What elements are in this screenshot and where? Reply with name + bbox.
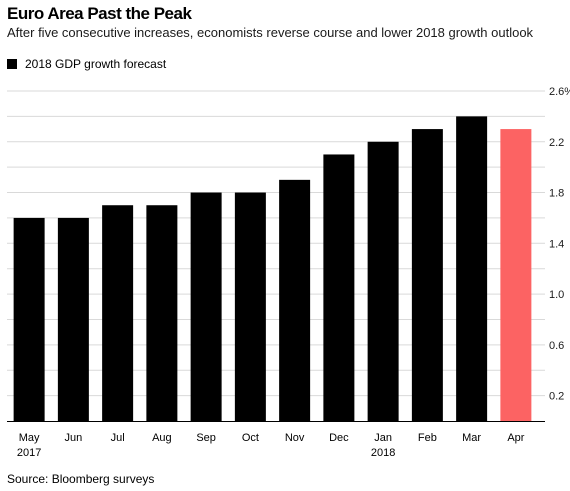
y-tick-label: 1.0 — [549, 289, 564, 301]
axes: 2.6% 2.2 1.8 1.4 1.0 0.6 0.2 May 2017 Jun Jul Aug Se… — [7, 86, 570, 459]
bar-mar — [456, 116, 488, 421]
x-tick-label: Dec — [329, 432, 349, 444]
y-tick-label: 2.2 — [549, 137, 564, 149]
bar-jan — [367, 141, 399, 421]
legend-label: 2018 GDP growth forecast — [25, 57, 167, 71]
x-tick-label: Nov — [285, 432, 305, 444]
chart-title: Euro Area Past the Peak — [7, 4, 192, 23]
x-tick-label: May — [19, 432, 40, 444]
x-tick-label: Oct — [242, 432, 259, 444]
bar-jun — [57, 217, 89, 421]
chart-subtitle: After five consecutive increases, econom… — [7, 25, 534, 40]
bar-aug — [146, 205, 178, 421]
bar-may — [13, 217, 45, 421]
y-tick-label: 2.6% — [549, 86, 570, 98]
x-tick-label: Aug — [152, 432, 172, 444]
x-tick-label: Mar — [462, 432, 481, 444]
x-tick-label: Jun — [65, 432, 83, 444]
x-year-label: 2018 — [371, 447, 395, 459]
x-tick-label: Apr — [507, 432, 524, 444]
x-tick-label: Sep — [196, 432, 216, 444]
bars — [13, 116, 532, 422]
y-tick-label: 0.6 — [549, 340, 564, 352]
legend: 2018 GDP growth forecast — [7, 57, 166, 71]
x-tick-label: Jan — [374, 432, 392, 444]
x-tick-label: Jul — [111, 432, 125, 444]
bar-oct — [234, 192, 266, 421]
y-tick-label: 1.4 — [549, 238, 564, 250]
bar-jul — [102, 205, 134, 421]
bar-nov — [279, 179, 311, 421]
bar-apr — [500, 129, 532, 422]
bar-dec — [323, 154, 355, 421]
x-tick-label: Feb — [418, 432, 437, 444]
y-tick-label: 0.2 — [549, 391, 564, 403]
source-note: Source: Bloomberg surveys — [7, 472, 155, 486]
legend-swatch — [7, 59, 17, 69]
gridlines — [7, 90, 545, 397]
y-tick-label: 1.8 — [549, 188, 564, 200]
bar-feb — [411, 129, 443, 422]
x-year-label: 2017 — [17, 447, 41, 459]
bar-sep — [190, 192, 222, 421]
